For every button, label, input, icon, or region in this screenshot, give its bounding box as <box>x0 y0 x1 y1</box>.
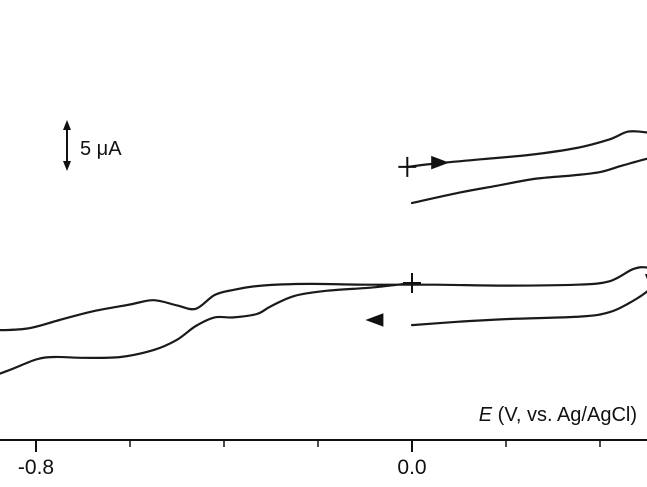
scale-bar-label: 5 μA <box>80 138 122 160</box>
start-markers-layer <box>398 156 421 293</box>
curves-layer <box>0 130 647 375</box>
voltammogram-trace-1 <box>406 130 647 205</box>
x-axis-label: E (V, vs. Ag/AgCl) <box>479 404 637 426</box>
x-axis-ticks: -1.6-0.80.0+0.8 <box>18 440 601 479</box>
x-axis-label-symbol: E <box>479 404 493 426</box>
scan-direction-arrow-icon <box>431 155 450 170</box>
voltammogram-trace-2 <box>0 266 647 375</box>
scan-start-marker-icon <box>403 273 421 293</box>
current-scale-bar: 5 μA <box>63 120 122 171</box>
scan-start-marker-icon <box>398 156 417 177</box>
scale-bar-arrow-down-icon <box>63 161 71 171</box>
x-tick-label: -0.8 <box>18 456 54 479</box>
scale-bar-arrow-up-icon <box>63 120 71 130</box>
x-axis-label-units: (V, vs. Ag/AgCl) <box>492 404 637 426</box>
scan-direction-arrow-icon <box>365 313 384 327</box>
x-tick-label: 0.0 <box>397 456 426 479</box>
